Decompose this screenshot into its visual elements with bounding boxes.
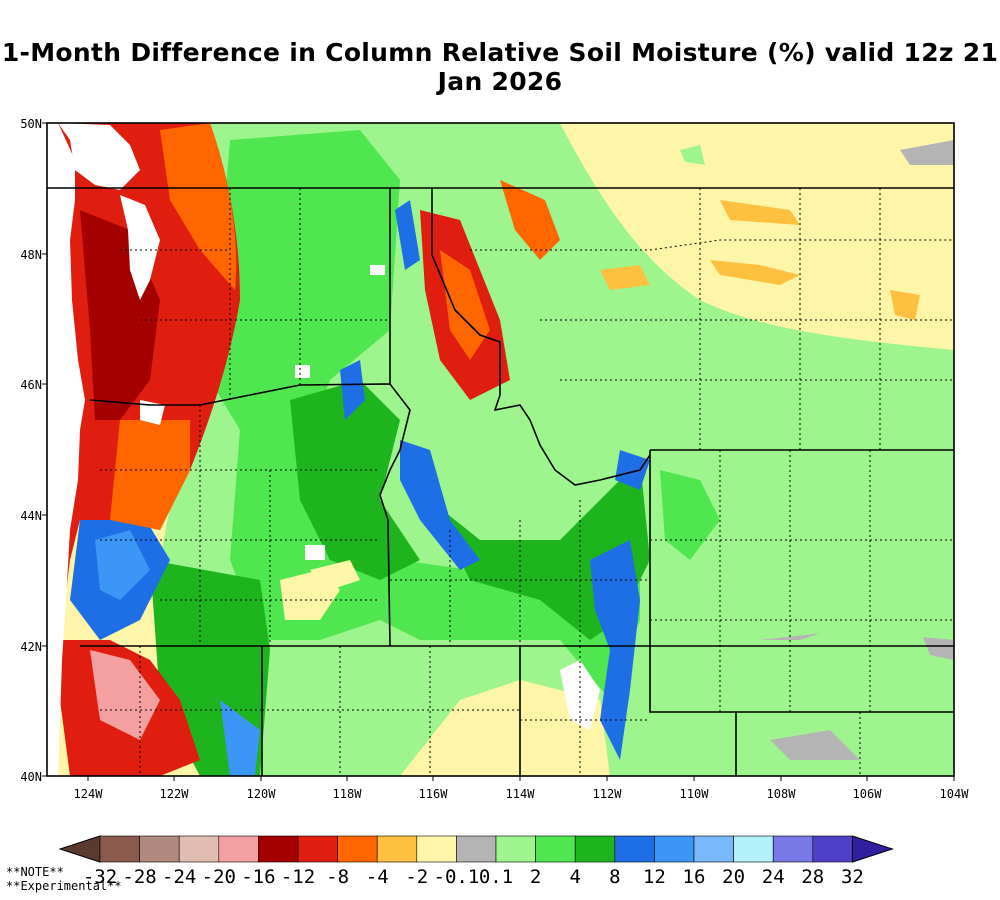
lat-label: 42N bbox=[20, 640, 42, 654]
longitude-labels: 124W 122W 120W 118W 116W 114W 112W 110W … bbox=[74, 787, 970, 801]
colorbar-swatch bbox=[337, 835, 378, 863]
colorbar-label: -0.1 bbox=[434, 866, 480, 888]
lat-label: 48N bbox=[20, 248, 42, 262]
lat-label: 46N bbox=[20, 378, 42, 392]
colorbar-swatch bbox=[574, 835, 616, 863]
colorbar-label: -12 bbox=[281, 866, 315, 888]
lon-label: 120W bbox=[247, 787, 277, 801]
state-borders bbox=[47, 187, 954, 776]
lon-label: 124W bbox=[74, 787, 104, 801]
colorbar-right-arrow bbox=[851, 835, 895, 863]
colorbar-label: 12 bbox=[643, 866, 666, 888]
map-title: 1-Month Difference in Column Relative So… bbox=[1, 38, 999, 96]
lat-label: 50N bbox=[20, 117, 42, 131]
colorbar-swatch bbox=[654, 835, 695, 863]
colorbar-label: -28 bbox=[122, 866, 156, 888]
colorbar-label: 4 bbox=[569, 866, 580, 888]
colorbar-swatch bbox=[535, 835, 576, 863]
colorbar-label: -32 bbox=[83, 866, 117, 888]
colorbar-label: -20 bbox=[202, 866, 236, 888]
colorbar-label: 2 bbox=[530, 866, 541, 888]
colorbar-labels: -32 -28 -24 -20 -16 -12 -8 -4 -2 -0.1 0.1 2 4 8 12 16 20… bbox=[83, 866, 864, 888]
colorbar-swatch bbox=[139, 835, 180, 863]
colorbar-swatch bbox=[218, 835, 259, 863]
colorbar-label: 28 bbox=[801, 866, 824, 888]
colorbar-swatch bbox=[812, 835, 853, 863]
lon-label: 108W bbox=[767, 787, 797, 801]
county-borders bbox=[100, 188, 954, 776]
colorbar-label: -2 bbox=[405, 866, 428, 888]
colorbar-swatch bbox=[416, 835, 457, 863]
colorbar-swatch bbox=[495, 835, 536, 863]
lon-label: 116W bbox=[419, 787, 449, 801]
axis-ticks bbox=[42, 122, 955, 781]
note-label: **NOTE** bbox=[6, 865, 64, 879]
colorbar-swatch bbox=[456, 835, 497, 863]
latitude-labels: 50N 48N 46N 44N 42N 40N bbox=[20, 117, 42, 784]
colorbar-swatch bbox=[772, 835, 814, 863]
experimental-label: **Experimental** bbox=[6, 879, 122, 893]
colorbar-label: 8 bbox=[609, 866, 620, 888]
lon-label: 104W bbox=[940, 787, 970, 801]
lon-label: 114W bbox=[506, 787, 536, 801]
colorbar-swatch bbox=[178, 835, 220, 863]
colorbar-swatch bbox=[297, 835, 338, 863]
colorbar-label: 20 bbox=[722, 866, 745, 888]
colorbar-left-arrow bbox=[58, 835, 101, 863]
colorbar-swatch bbox=[614, 835, 655, 863]
colorbar-label: -4 bbox=[366, 866, 389, 888]
colorbar-label: 32 bbox=[841, 866, 864, 888]
colorbar-swatch bbox=[376, 835, 418, 863]
lon-label: 110W bbox=[680, 787, 710, 801]
colorbar-label: -8 bbox=[326, 866, 349, 888]
lat-label: 40N bbox=[20, 770, 42, 784]
lon-label: 106W bbox=[853, 787, 883, 801]
colorbar-swatch bbox=[258, 835, 299, 863]
colorbar bbox=[58, 835, 895, 863]
colorbar-label: -16 bbox=[241, 866, 275, 888]
colorbar-label: 0.1 bbox=[479, 866, 513, 888]
lat-label: 44N bbox=[20, 509, 42, 523]
lon-label: 118W bbox=[333, 787, 363, 801]
colorbar-label: 24 bbox=[762, 866, 785, 888]
colorbar-swatch bbox=[733, 835, 774, 863]
lon-label: 122W bbox=[160, 787, 190, 801]
colorbar-swatch bbox=[693, 835, 734, 863]
colorbar-label: -24 bbox=[162, 866, 196, 888]
colorbar-label: 16 bbox=[683, 866, 706, 888]
map-frame bbox=[46, 122, 955, 777]
lon-label: 112W bbox=[593, 787, 623, 801]
colorbar-swatch bbox=[99, 835, 140, 863]
